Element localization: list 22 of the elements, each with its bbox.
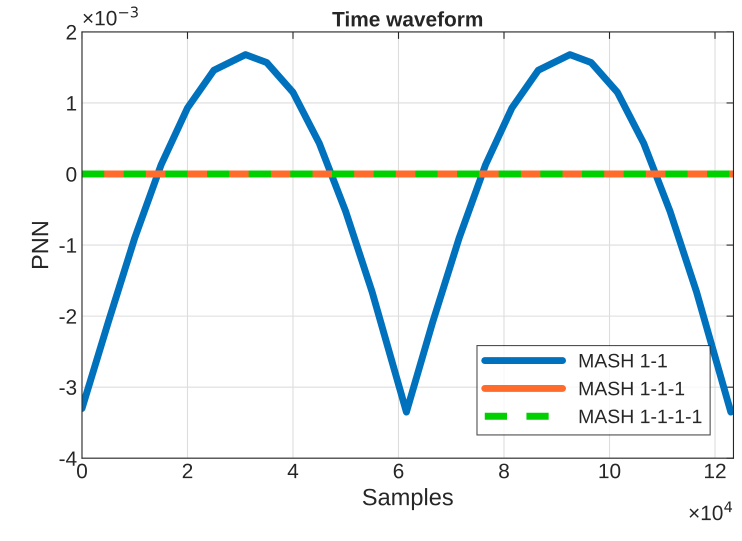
x-tick-label: 6 bbox=[394, 464, 404, 478]
text: ×10$^{4}$ bbox=[689, 501, 732, 520]
x-tick-label: 8 bbox=[499, 464, 509, 478]
legend-label: MASH 1-1-1 bbox=[580, 382, 684, 396]
y-tick-label: 1 bbox=[67, 96, 76, 111]
y-tick-label: -2 bbox=[60, 309, 76, 324]
y-tick-label: -4 bbox=[60, 451, 77, 466]
x-tick-label: 10 bbox=[600, 464, 620, 478]
y-tick-label: -1 bbox=[60, 238, 76, 253]
chart-title: Time waveform bbox=[332, 11, 482, 27]
y-tick-label: 0 bbox=[66, 167, 76, 182]
y-axis-title: PNN bbox=[32, 222, 48, 268]
x-axis-title: Samples bbox=[362, 488, 453, 510]
x-tick-label: 2 bbox=[182, 464, 192, 478]
y-tick-label: -3 bbox=[60, 380, 76, 395]
x-tick-label: 12 bbox=[705, 464, 726, 478]
legend-label: MASH 1-1 bbox=[580, 354, 667, 368]
text: ×10$^{−3}$ bbox=[83, 6, 138, 26]
y-tick-label: 2 bbox=[66, 24, 76, 40]
x-tick-label: 0 bbox=[77, 464, 87, 478]
legend-label: MASH 1-1-1-1 bbox=[580, 410, 702, 424]
x-tick-label: 4 bbox=[288, 464, 298, 478]
